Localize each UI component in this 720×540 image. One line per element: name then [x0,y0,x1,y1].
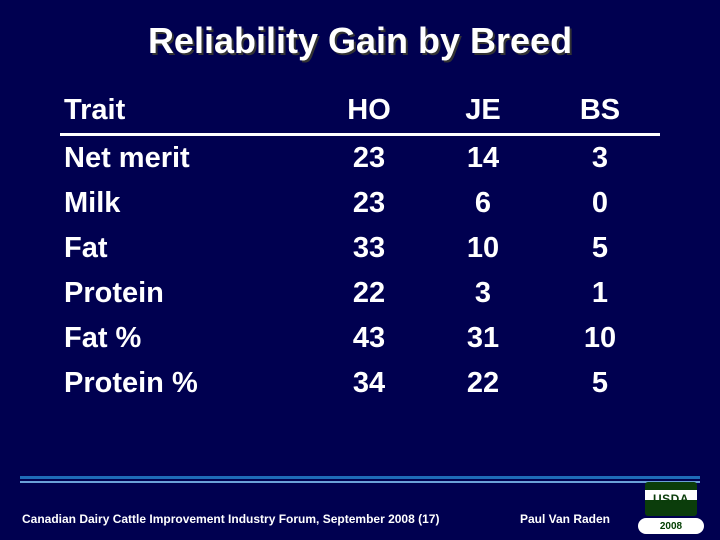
col-header-ho: HO [312,88,426,135]
table-header-row: Trait HO JE BS [60,88,660,135]
row-label: Milk [60,181,312,226]
cell-value: 33 [312,226,426,271]
cell-value: 43 [312,316,426,361]
row-label: Net merit [60,135,312,182]
cell-value: 10 [426,226,540,271]
cell-value: 3 [540,135,660,182]
usda-logo-icon: USDA [645,482,697,516]
cell-value: 6 [426,181,540,226]
cell-value: 10 [540,316,660,361]
cell-value: 23 [312,181,426,226]
cell-value: 34 [312,361,426,406]
table-row: Protein %34225 [60,361,660,406]
cell-value: 1 [540,271,660,316]
logo-block: USDA 2008 [638,482,704,534]
cell-value: 5 [540,226,660,271]
table-container: Trait HO JE BS Net merit23143Milk2360Fat… [0,78,720,406]
cell-value: 31 [426,316,540,361]
footer-rule-bottom [20,481,700,483]
footer-author: Paul Van Raden [520,512,610,526]
table-row: Fat33105 [60,226,660,271]
row-label: Fat [60,226,312,271]
col-header-bs: BS [540,88,660,135]
footer-left-text: Canadian Dairy Cattle Improvement Indust… [22,512,439,526]
cell-value: 22 [312,271,426,316]
col-header-je: JE [426,88,540,135]
cell-value: 23 [312,135,426,182]
col-header-trait: Trait [60,88,312,135]
footer: Canadian Dairy Cattle Improvement Indust… [0,484,720,540]
cell-value: 3 [426,271,540,316]
slide-title: Reliability Gain by Breed [0,0,720,78]
row-label: Fat % [60,316,312,361]
row-label: Protein [60,271,312,316]
year-badge: 2008 [638,518,704,534]
cell-value: 5 [540,361,660,406]
cell-value: 14 [426,135,540,182]
table-row: Fat %433110 [60,316,660,361]
cell-value: 0 [540,181,660,226]
cell-value: 22 [426,361,540,406]
footer-rule-top [20,476,700,479]
row-label: Protein % [60,361,312,406]
reliability-table: Trait HO JE BS Net merit23143Milk2360Fat… [60,88,660,406]
table-row: Net merit23143 [60,135,660,182]
table-row: Milk2360 [60,181,660,226]
usda-logo-text: USDA [653,492,689,506]
table-row: Protein2231 [60,271,660,316]
